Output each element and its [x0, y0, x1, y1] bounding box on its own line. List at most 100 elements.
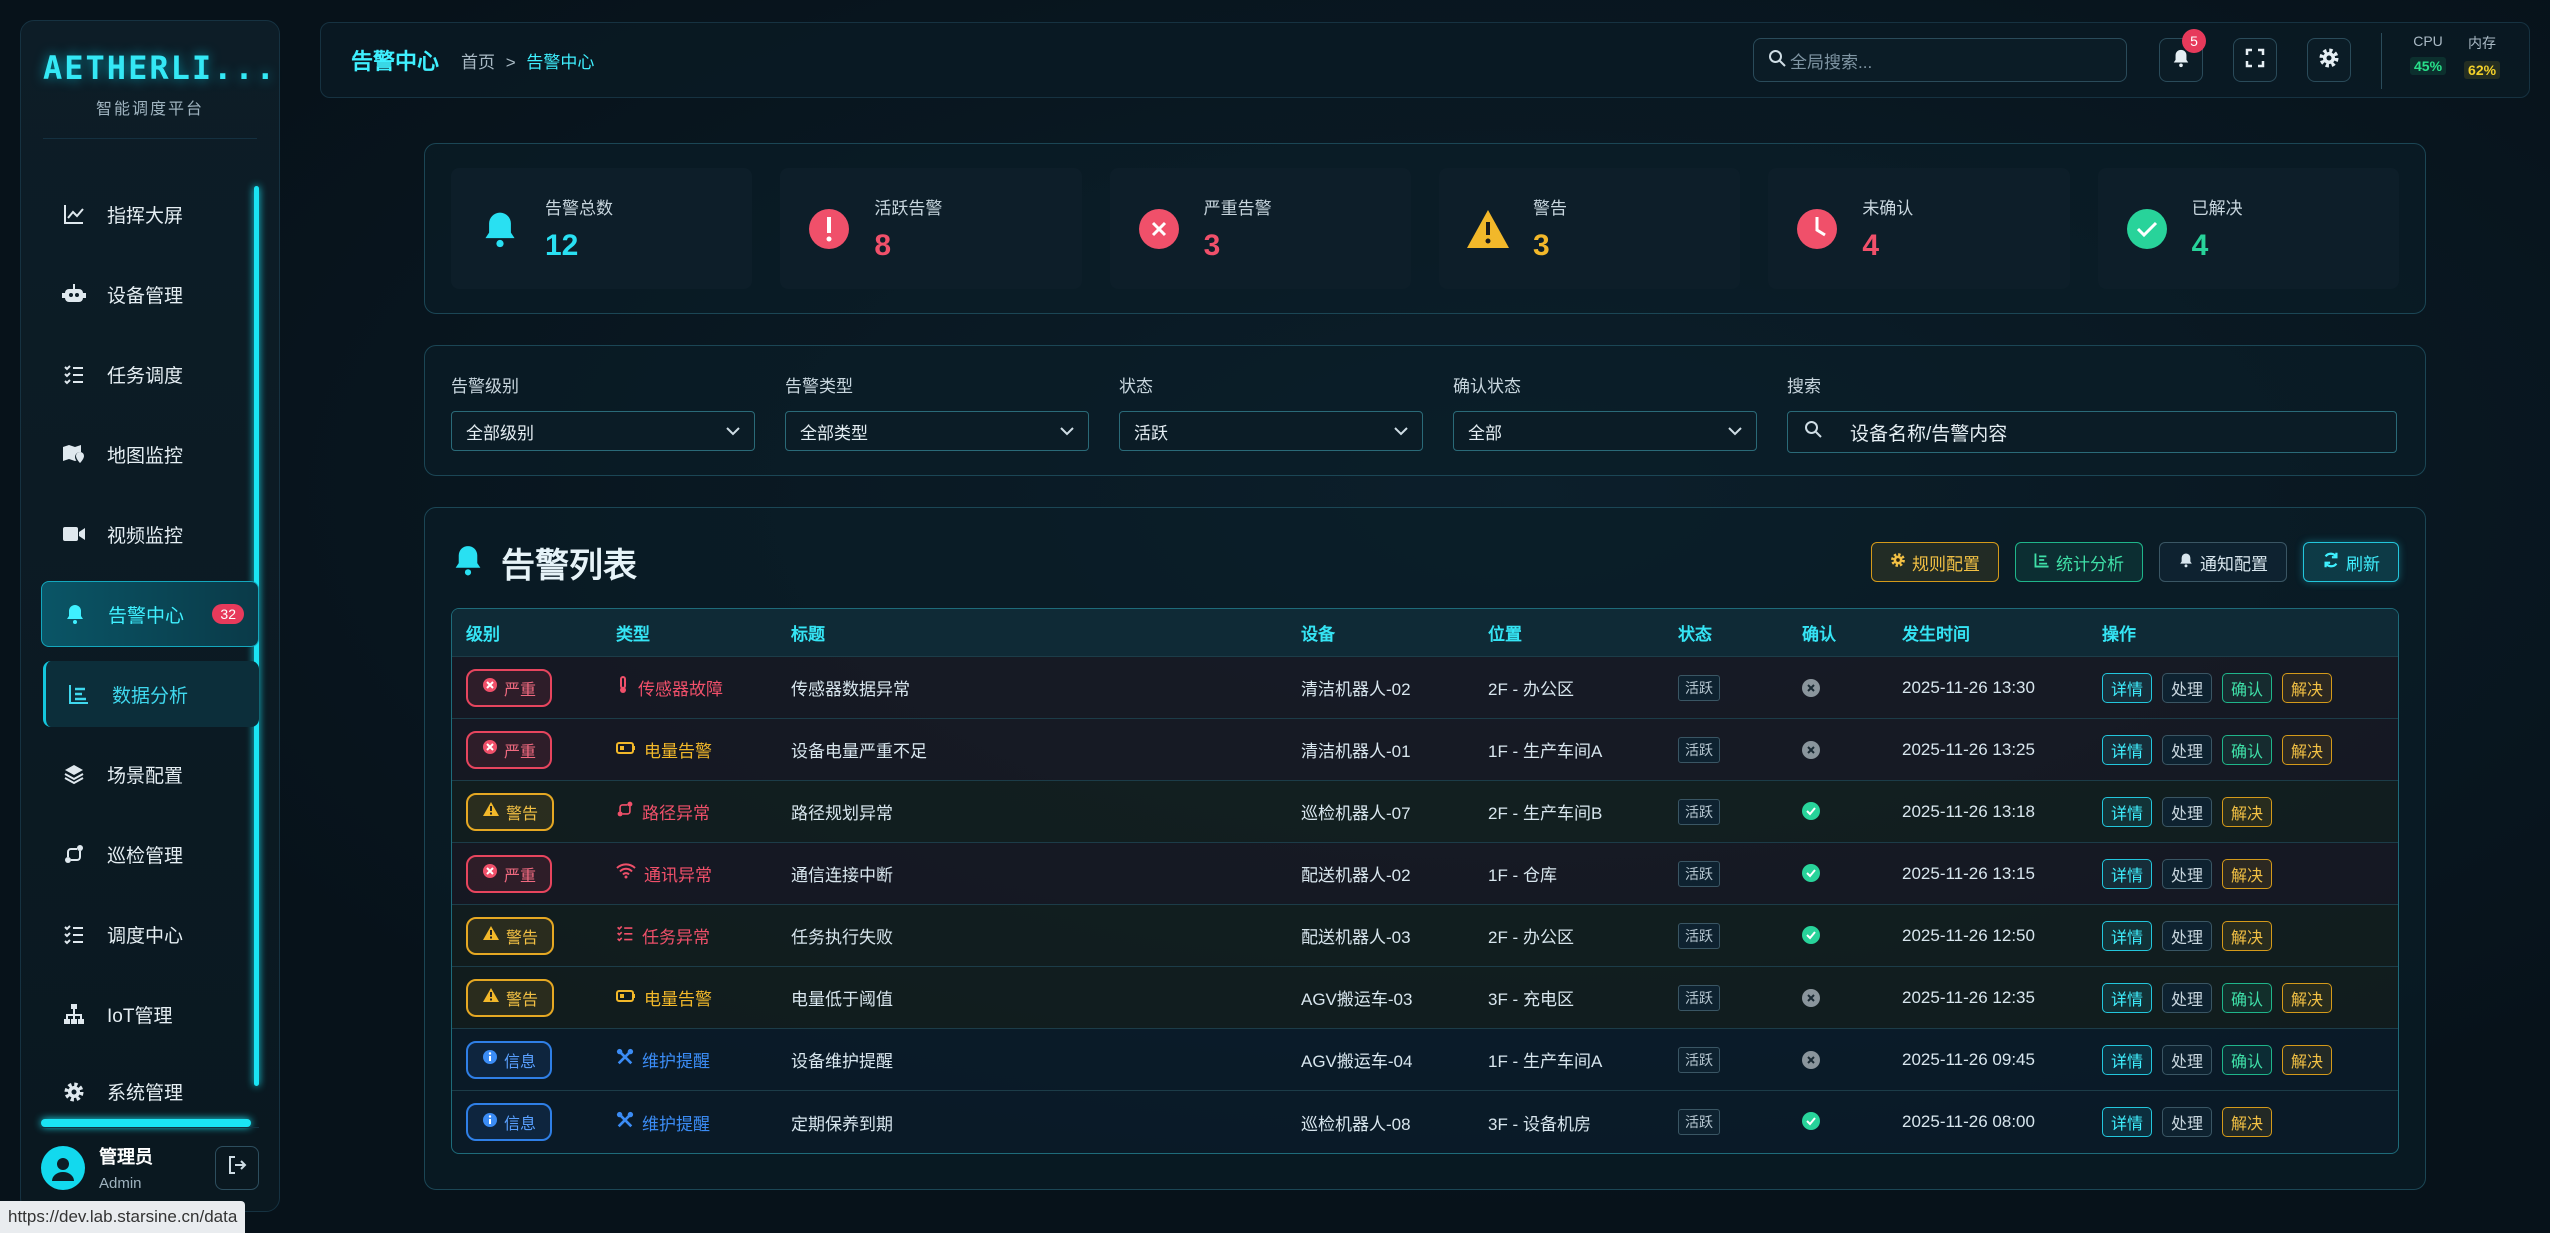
- detail-button[interactable]: 详情: [2102, 796, 2153, 827]
- card-total-alerts[interactable]: 告警总数 12: [451, 168, 753, 289]
- table-row[interactable]: 警告 电量告警 电量低于阈值 AGV搬运车-03 3F - 充电区 活跃 202…: [452, 967, 2398, 1029]
- column-header[interactable]: 发生时间: [1902, 625, 1970, 644]
- sidebar-item-dispatch[interactable]: 调度中心: [41, 901, 259, 967]
- process-button[interactable]: 处理: [2162, 672, 2213, 703]
- layers-icon: [61, 761, 87, 787]
- process-button[interactable]: 处理: [2162, 1107, 2213, 1137]
- status-badge: 活跃: [1678, 736, 1720, 763]
- sidebar-item-devices[interactable]: 设备管理: [41, 261, 259, 327]
- column-header[interactable]: 状态: [1678, 625, 1712, 644]
- detail-button[interactable]: 详情: [2102, 1044, 2153, 1075]
- column-header[interactable]: 位置: [1488, 625, 1522, 644]
- process-button[interactable]: 处理: [2162, 1044, 2213, 1075]
- column-header[interactable]: 设备: [1301, 625, 1335, 644]
- detail-button[interactable]: 详情: [2102, 672, 2153, 703]
- status-cell: 活跃: [1664, 860, 1788, 887]
- column-header[interactable]: 标题: [791, 625, 825, 644]
- resolve-button[interactable]: 解决: [2222, 920, 2273, 951]
- confirm-button[interactable]: 确认: [2222, 1044, 2273, 1075]
- battery-icon: [616, 988, 636, 1008]
- type-select[interactable]: 全部类型: [785, 411, 1089, 451]
- bell-icon: [62, 601, 88, 627]
- resolve-button[interactable]: 解决: [2282, 734, 2333, 765]
- table-row[interactable]: 警告 路径异常 路径规划异常 巡检机器人-07 2F - 生产车间B 活跃 20…: [452, 781, 2398, 843]
- column-header[interactable]: 类型: [616, 625, 650, 644]
- process-button[interactable]: 处理: [2162, 796, 2213, 827]
- process-button[interactable]: 处理: [2162, 734, 2213, 765]
- detail-button[interactable]: 详情: [2102, 1107, 2153, 1137]
- statistics-button[interactable]: 统计分析: [2015, 542, 2143, 582]
- sidebar-item-alerts[interactable]: 告警中心 32: [41, 581, 259, 647]
- avatar[interactable]: [41, 1145, 85, 1190]
- process-button[interactable]: 处理: [2162, 982, 2213, 1013]
- card-unconfirmed[interactable]: 未确认 4: [1768, 168, 2070, 289]
- fullscreen-button[interactable]: [2233, 38, 2277, 82]
- sidebar-item-label: 地图监控: [107, 445, 184, 467]
- resolve-button[interactable]: 解决: [2222, 796, 2273, 827]
- logout-button[interactable]: [215, 1145, 259, 1190]
- status-select[interactable]: 活跃: [1119, 411, 1423, 451]
- resolve-button[interactable]: 解决: [2282, 672, 2333, 703]
- device-cell: 清洁机器人-01: [1301, 742, 1411, 761]
- breadcrumb-separator: >: [505, 52, 516, 72]
- device-cell: AGV搬运车-03: [1301, 990, 1413, 1009]
- table-row[interactable]: 信息 维护提醒 设备维护提醒 AGV搬运车-04 1F - 生产车间A 活跃 2…: [452, 1029, 2398, 1091]
- table-row[interactable]: 严重 传感器故障 传感器数据异常 清洁机器人-02 2F - 办公区 活跃 20…: [452, 657, 2398, 719]
- sidebar-item-tasks[interactable]: 任务调度: [41, 341, 259, 407]
- button-label: 统计分析: [2056, 554, 2124, 574]
- confirm-select[interactable]: 全部: [1453, 411, 1757, 451]
- detail-button[interactable]: 详情: [2102, 858, 2153, 889]
- resolve-button[interactable]: 解决: [2222, 1107, 2273, 1137]
- sidebar-item-iot[interactable]: IoT管理: [41, 981, 259, 1047]
- filter-search: 搜索 设备名称/告警内容: [1787, 372, 2397, 453]
- search-icon: [1804, 420, 1822, 444]
- column-header[interactable]: 级别: [466, 625, 500, 644]
- type-text: 任务异常: [642, 928, 710, 947]
- table-row[interactable]: 警告 任务异常 任务执行失败 配送机器人-03 2F - 办公区 活跃 2025…: [452, 905, 2398, 967]
- tools-icon: [616, 1048, 634, 1071]
- card-warnings[interactable]: 警告 3: [1438, 168, 1741, 289]
- refresh-button[interactable]: 刷新: [2303, 542, 2399, 582]
- resolve-button[interactable]: 解决: [2282, 982, 2333, 1013]
- notify-config-button[interactable]: 通知配置: [2159, 542, 2287, 582]
- sidebar-item-map[interactable]: 地图监控: [41, 421, 259, 487]
- sidebar-item-video[interactable]: 视频监控: [41, 501, 259, 567]
- detail-button[interactable]: 详情: [2102, 920, 2153, 951]
- table-row[interactable]: 严重 电量告警 设备电量严重不足 清洁机器人-01 1F - 生产车间A 活跃 …: [452, 719, 2398, 781]
- confirm-button[interactable]: 确认: [2222, 672, 2273, 703]
- table-row[interactable]: 严重 通讯异常 通信连接中断 配送机器人-02 1F - 仓库 活跃 2025-…: [452, 843, 2398, 905]
- rules-config-button[interactable]: 规则配置: [1871, 542, 1999, 582]
- detail-button[interactable]: 详情: [2102, 982, 2153, 1013]
- table-row[interactable]: 信息 维护提醒 定期保养到期 巡检机器人-08 3F - 设备机房 活跃 202…: [452, 1091, 2398, 1153]
- sidebar-item-system[interactable]: 系统管理: [41, 1061, 259, 1105]
- breadcrumb-home[interactable]: 首页: [461, 52, 496, 72]
- settings-button[interactable]: [2307, 38, 2351, 82]
- card-active-alerts[interactable]: 活跃告警 8: [780, 168, 1082, 289]
- card-severe-alerts[interactable]: 严重告警 3: [1109, 168, 1411, 289]
- confirm-button[interactable]: 确认: [2222, 982, 2273, 1013]
- tasks-icon: [61, 361, 87, 387]
- sidebar-horizontal-scrollbar[interactable]: [41, 1119, 251, 1127]
- sidebar-item-dashboard[interactable]: 指挥大屏: [41, 181, 259, 247]
- title-cell: 任务执行失败: [791, 928, 893, 947]
- notifications-button[interactable]: 5: [2159, 29, 2206, 82]
- global-search-input[interactable]: 全局搜索...: [1753, 38, 2127, 82]
- level-select[interactable]: 全部级别: [451, 411, 755, 451]
- sidebar-item-scenes[interactable]: 场景配置: [41, 741, 259, 807]
- confirm-button[interactable]: 确认: [2222, 734, 2273, 765]
- sidebar-item-inspection[interactable]: 巡检管理: [41, 821, 259, 887]
- confirm-cell: [1788, 988, 1888, 1008]
- sidebar-item-analytics[interactable]: 数据分析: [43, 661, 259, 727]
- resolve-button[interactable]: 解决: [2222, 858, 2273, 889]
- process-button[interactable]: 处理: [2162, 920, 2213, 951]
- level-label: 警告: [506, 805, 539, 823]
- select-value: 活跃: [1134, 423, 1168, 443]
- card-resolved[interactable]: 已解决 4: [2097, 168, 2399, 289]
- column-header[interactable]: 确认: [1802, 625, 1836, 644]
- process-button[interactable]: 处理: [2162, 858, 2213, 889]
- resolve-button[interactable]: 解决: [2282, 1044, 2333, 1075]
- alert-search-input[interactable]: 设备名称/告警内容: [1787, 411, 2397, 453]
- detail-button[interactable]: 详情: [2102, 734, 2153, 765]
- time-cell: 2025-11-26 13:15: [1902, 863, 2035, 883]
- user-name: 管理员: [99, 1147, 153, 1167]
